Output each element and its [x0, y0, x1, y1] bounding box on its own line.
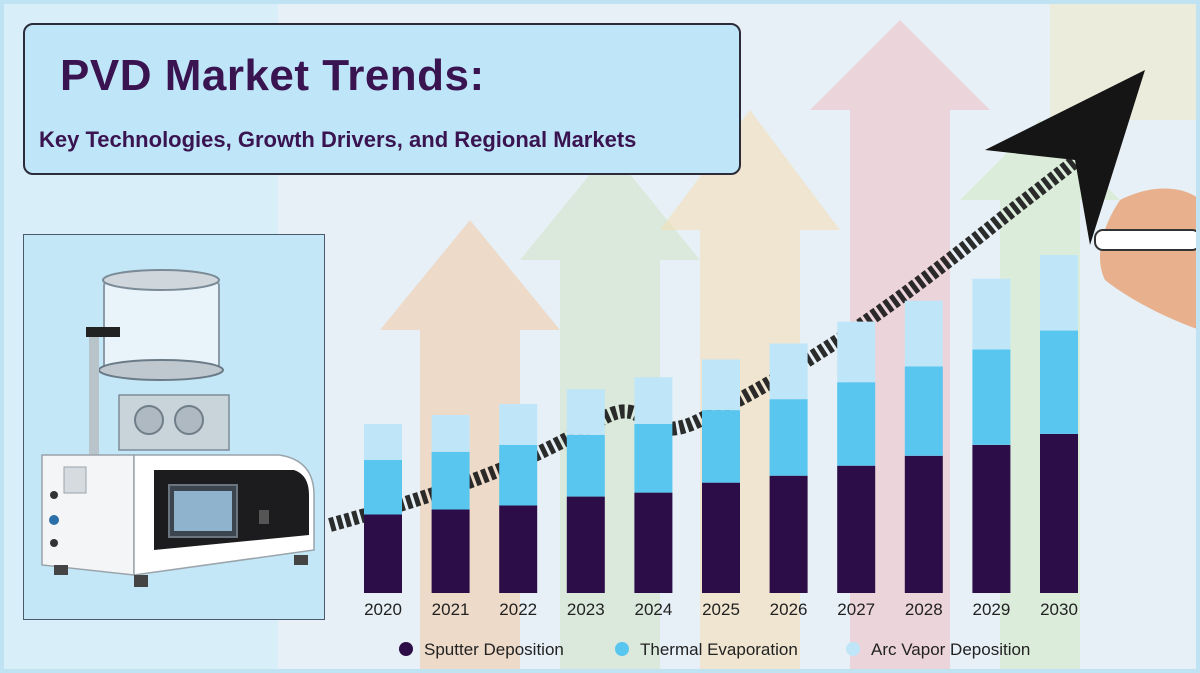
bar-arc-2026 — [769, 343, 808, 400]
bar-arc-2028 — [904, 300, 943, 367]
bar-sputter-2025 — [702, 482, 740, 593]
bar-arc-2030 — [1040, 255, 1078, 331]
bar-sputter-2026 — [769, 475, 808, 593]
bar-arc-2029 — [972, 278, 1011, 350]
page-title: PVD Market Trends: — [60, 51, 485, 100]
x-tick-label: 2030 — [1040, 600, 1078, 619]
legend-label: Thermal Evaporation — [640, 640, 798, 659]
bar-arc-2027 — [837, 321, 876, 383]
bar-arc-2025 — [702, 359, 740, 411]
title-box: PVD Market Trends: Key Technologies, Gro… — [23, 23, 741, 175]
bar-sputter-2020 — [364, 514, 402, 593]
product-photo — [23, 234, 325, 620]
x-tick-label: 2025 — [702, 600, 740, 619]
x-tick-label: 2028 — [905, 600, 943, 619]
x-tick-label: 2024 — [634, 600, 672, 619]
x-tick-label: 2021 — [432, 600, 470, 619]
bar-thermal-2020 — [364, 459, 402, 515]
x-tick-label: 2027 — [837, 600, 875, 619]
page-subtitle: Key Technologies, Growth Drivers, and Re… — [39, 127, 637, 152]
bar-arc-2020 — [364, 424, 402, 460]
x-tick-label: 2026 — [770, 600, 808, 619]
bar-thermal-2029 — [972, 349, 1011, 445]
bar-thermal-2022 — [499, 444, 538, 506]
bar-sputter-2021 — [431, 509, 470, 593]
bar-thermal-2025 — [702, 410, 740, 483]
bar-thermal-2028 — [904, 366, 943, 456]
bar-thermal-2026 — [769, 399, 808, 476]
legend-label: Arc Vapor Deposition — [871, 640, 1030, 659]
bar-thermal-2023 — [566, 434, 605, 497]
bar-sputter-2024 — [634, 492, 673, 593]
legend-label: Sputter Deposition — [424, 640, 564, 659]
bar-arc-2024 — [634, 377, 673, 424]
bar-thermal-2024 — [634, 424, 673, 493]
bar-sputter-2030 — [1040, 433, 1078, 593]
bar-sputter-2027 — [837, 465, 876, 593]
bar-sputter-2028 — [904, 455, 943, 593]
x-tick-label: 2023 — [567, 600, 605, 619]
bar-sputter-2029 — [972, 444, 1011, 593]
x-tick-label: 2020 — [364, 600, 402, 619]
x-tick-label: 2022 — [499, 600, 537, 619]
bar-arc-2022 — [499, 404, 538, 445]
bar-sputter-2023 — [566, 496, 605, 593]
bar-sputter-2022 — [499, 505, 538, 593]
legend-marker — [399, 642, 413, 656]
bar-arc-2023 — [566, 389, 605, 435]
bar-thermal-2030 — [1040, 330, 1078, 434]
bar-arc-2021 — [431, 415, 470, 452]
legend-marker — [615, 642, 629, 656]
x-tick-label: 2029 — [972, 600, 1010, 619]
pvd-coating-machine-icon — [41, 269, 315, 587]
legend-marker — [846, 642, 860, 656]
bar-thermal-2027 — [837, 382, 876, 466]
bar-thermal-2021 — [431, 451, 470, 510]
